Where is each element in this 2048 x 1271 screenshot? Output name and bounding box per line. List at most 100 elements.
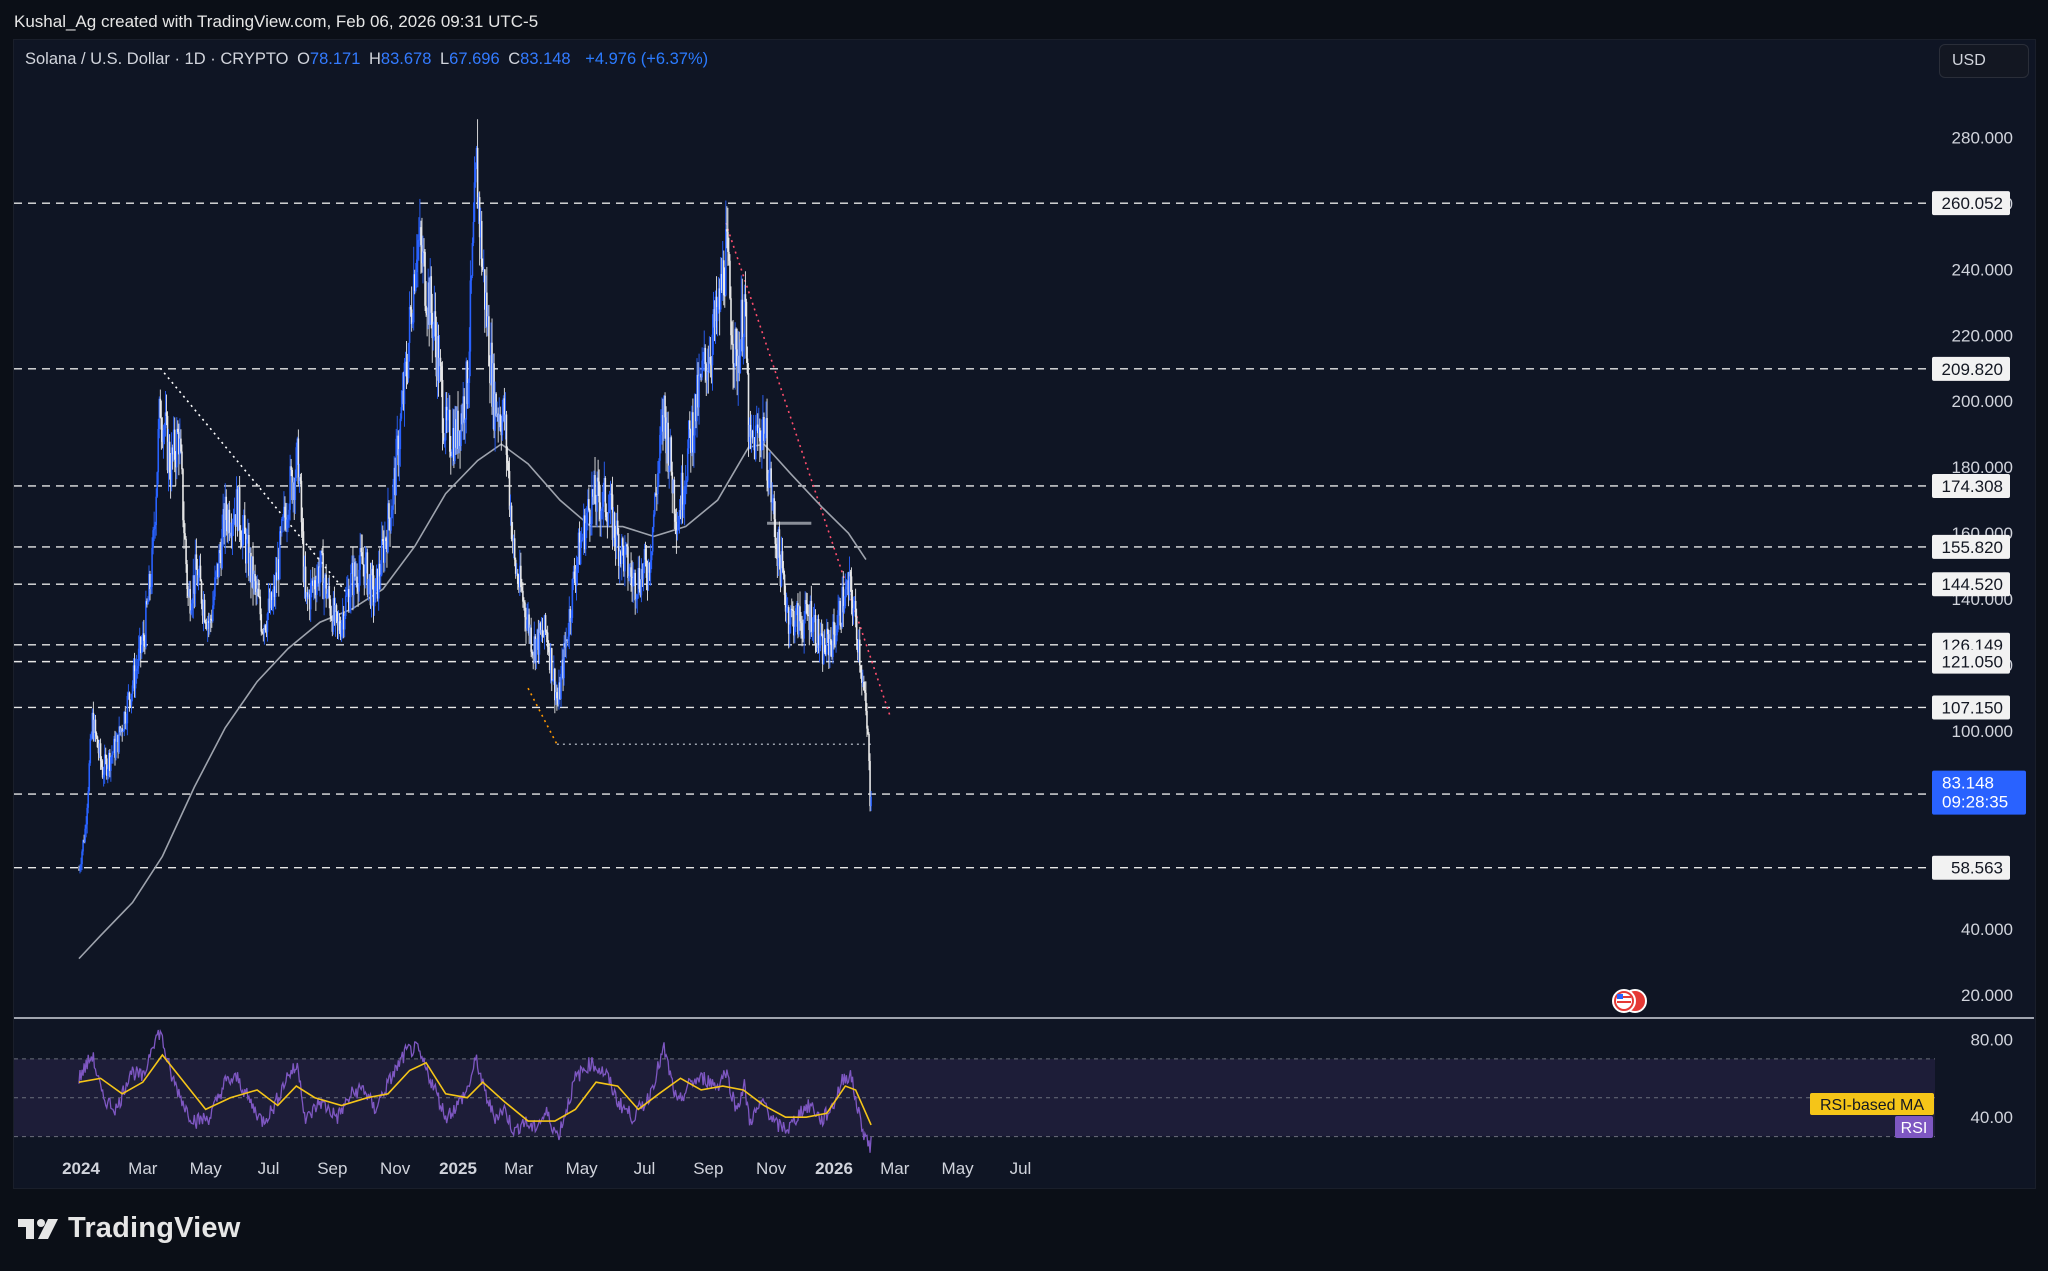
candle-body bbox=[667, 422, 669, 473]
candle-body bbox=[469, 280, 472, 352]
candle-body bbox=[829, 639, 831, 656]
candle-body bbox=[679, 509, 682, 517]
candle-body bbox=[104, 754, 107, 759]
candle-body bbox=[811, 631, 814, 633]
candle-body bbox=[332, 598, 335, 632]
candle-body bbox=[91, 712, 94, 736]
y-tick-label: 220.000 bbox=[1952, 326, 2013, 345]
candle-body bbox=[739, 342, 742, 374]
candle-body bbox=[702, 359, 704, 361]
candle-body bbox=[677, 524, 680, 531]
candle-body bbox=[327, 586, 330, 594]
candle-body bbox=[138, 637, 141, 649]
candle-body bbox=[839, 600, 841, 626]
candle-body bbox=[623, 547, 625, 572]
candle-body bbox=[566, 639, 569, 642]
candle-body bbox=[649, 560, 652, 573]
y-tick-label: 200.000 bbox=[1952, 392, 2013, 411]
candle-body bbox=[760, 441, 762, 451]
candles-layer bbox=[78, 119, 872, 874]
candle-body bbox=[504, 414, 507, 422]
candle-body bbox=[397, 435, 400, 466]
candle-body bbox=[164, 412, 167, 429]
candle-body bbox=[197, 575, 200, 586]
candle-body bbox=[550, 648, 553, 681]
candle-body bbox=[319, 567, 321, 584]
candle-body bbox=[841, 586, 844, 627]
candle-body bbox=[299, 477, 302, 481]
candle-body bbox=[294, 478, 297, 501]
candle-body bbox=[602, 486, 605, 507]
tradingview-brand: TradingView bbox=[68, 1212, 241, 1244]
candle-body bbox=[772, 498, 775, 503]
candle-body bbox=[828, 634, 830, 656]
price-level-tag bbox=[1932, 356, 2010, 381]
candle-body bbox=[236, 489, 239, 531]
candle-body bbox=[136, 666, 139, 669]
price-level-tag bbox=[1932, 534, 2010, 559]
candle-body bbox=[657, 473, 659, 495]
candle-body bbox=[95, 732, 98, 737]
legend-low-label: L bbox=[439, 50, 450, 68]
candle-body bbox=[324, 574, 326, 583]
candle-body bbox=[785, 607, 788, 612]
candle-body bbox=[260, 614, 263, 632]
chart-frame[interactable] bbox=[13, 39, 2036, 1189]
candle-body bbox=[171, 447, 174, 455]
candle-body bbox=[409, 307, 412, 310]
candle-body bbox=[221, 528, 223, 569]
candle-body bbox=[524, 602, 526, 618]
candle-body bbox=[473, 182, 476, 222]
candle-body bbox=[191, 603, 194, 611]
candle-body bbox=[403, 362, 406, 405]
candle-body bbox=[317, 566, 319, 579]
candle-body bbox=[685, 480, 688, 486]
candle-body bbox=[386, 541, 388, 553]
candle-body bbox=[103, 754, 106, 775]
candle-body bbox=[167, 441, 170, 471]
trendline bbox=[159, 367, 353, 600]
rsi-line bbox=[78, 1028, 872, 1153]
candle-body bbox=[115, 741, 117, 758]
candle-body bbox=[849, 571, 852, 577]
candle-body bbox=[186, 564, 188, 590]
candle-body bbox=[573, 571, 576, 579]
candle-body bbox=[569, 609, 572, 622]
candle-body bbox=[610, 493, 613, 495]
candle-body bbox=[525, 617, 527, 629]
currency-button[interactable]: USD bbox=[1939, 44, 2029, 78]
price-chart[interactable]: 300.000280.000260.000240.000220.000200.0… bbox=[0, 0, 2048, 1200]
candle-body bbox=[585, 513, 588, 524]
candle-body bbox=[668, 465, 670, 473]
candle-body bbox=[521, 587, 523, 591]
candle-body bbox=[444, 406, 447, 441]
candle-body bbox=[285, 517, 287, 529]
candle-body bbox=[145, 601, 147, 648]
candle-body bbox=[151, 547, 153, 587]
candle-body bbox=[844, 589, 847, 606]
candle-body bbox=[112, 752, 114, 755]
candle-body bbox=[664, 395, 666, 418]
price-level-label: 260.052 bbox=[1942, 194, 2003, 213]
candle-body bbox=[128, 692, 131, 701]
candle-body bbox=[708, 356, 711, 372]
candle-body bbox=[733, 363, 735, 368]
candle-body bbox=[496, 413, 498, 416]
candle-body bbox=[228, 509, 231, 534]
candle-body bbox=[79, 867, 81, 870]
candle-body bbox=[595, 503, 597, 512]
candle-body bbox=[787, 607, 790, 634]
candle-body bbox=[229, 532, 232, 534]
candle-body bbox=[401, 390, 404, 408]
candle-body bbox=[273, 586, 276, 597]
candle-body bbox=[154, 525, 156, 529]
candle-body bbox=[106, 768, 109, 776]
candle-body bbox=[292, 482, 294, 501]
candle-body bbox=[422, 251, 424, 264]
candle-body bbox=[269, 592, 272, 611]
candle-body bbox=[720, 273, 723, 291]
countdown-label: 09:28:35 bbox=[1942, 793, 2008, 812]
candle-body bbox=[868, 734, 870, 762]
candle-body bbox=[387, 503, 389, 553]
rsi-tag bbox=[1895, 1116, 1933, 1138]
